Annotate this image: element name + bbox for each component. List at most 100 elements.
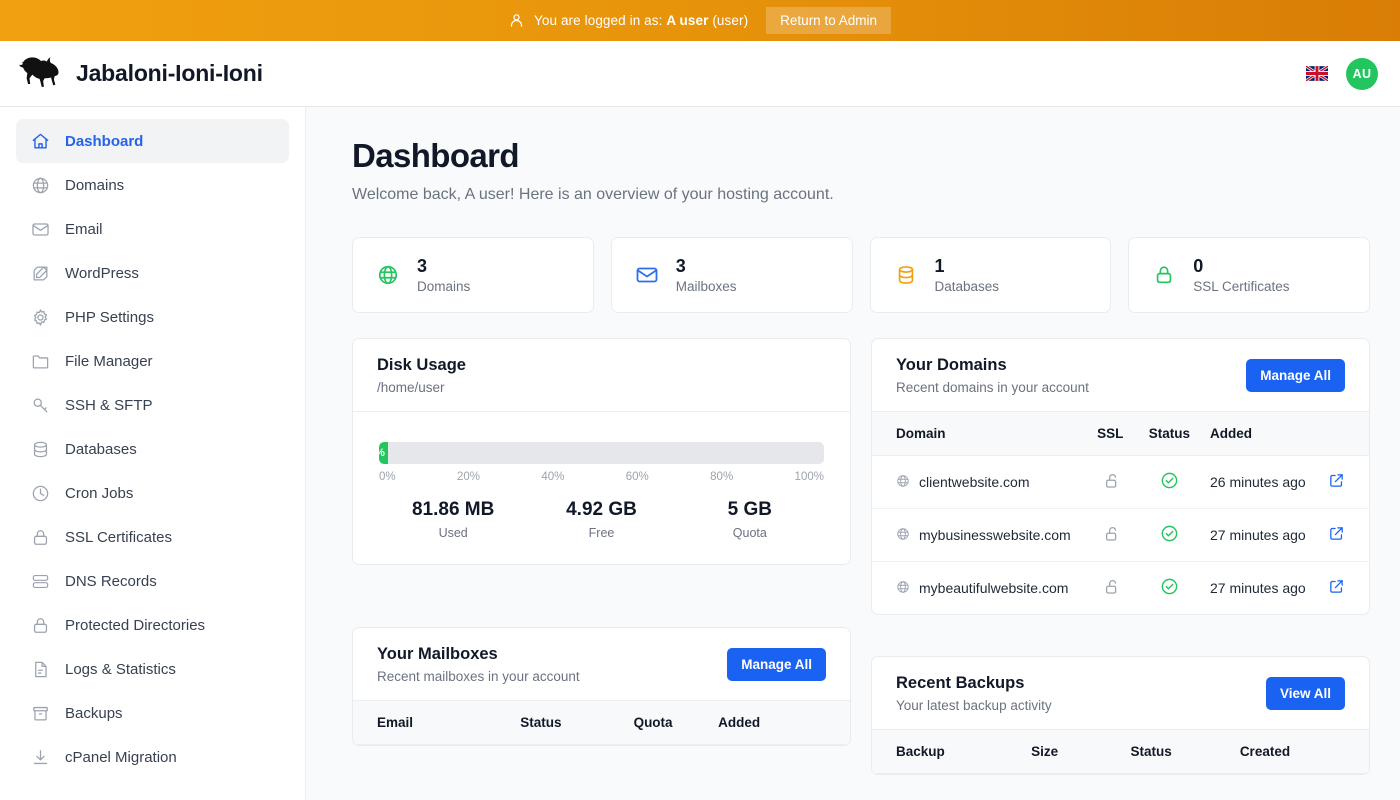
- uk-flag-icon[interactable]: [1305, 64, 1329, 83]
- column-header-ssl: SSL: [1087, 412, 1139, 456]
- database-icon: [893, 262, 919, 288]
- sidebar-item-label: SSH & SFTP: [65, 396, 153, 414]
- sidebar-item-ssh-sftp[interactable]: SSH & SFTP: [16, 383, 289, 427]
- sidebar-item-databases[interactable]: Databases: [16, 427, 289, 471]
- gear-icon: [30, 307, 51, 328]
- external-link-icon[interactable]: [1328, 578, 1345, 595]
- disk-usage-percent-label: 2%: [379, 447, 385, 459]
- column-header-actions: [1317, 412, 1369, 456]
- stat-value: 3: [417, 255, 428, 276]
- added-cell: 26 minutes ago: [1199, 455, 1318, 509]
- globe-icon: [896, 527, 910, 544]
- status-cell: [1138, 455, 1200, 509]
- domains-manage-all-button[interactable]: Manage All: [1246, 359, 1345, 392]
- sidebar-item-label: DNS Records: [65, 572, 157, 590]
- tick-label: 40%: [541, 471, 565, 483]
- main-content: Dashboard Welcome back, A user! Here is …: [306, 107, 1400, 800]
- figure-value: 4.92 GB: [566, 499, 637, 520]
- lock-icon: [1151, 262, 1177, 288]
- domains-table-body: clientwebsite.com: [872, 455, 1369, 615]
- download-arrow-icon: [30, 747, 51, 768]
- brand[interactable]: Jabaloni-Ioni-Ioni: [18, 54, 263, 93]
- disk-usage-progress-fill: 2%: [379, 442, 388, 464]
- sidebar-item-label: SSL Certificates: [65, 528, 172, 546]
- check-circle-icon: [1160, 578, 1179, 599]
- site-header: Jabaloni-Ioni-Ioni AU: [0, 41, 1400, 107]
- column-header-status: Status: [1138, 412, 1200, 456]
- user-icon: [509, 13, 524, 28]
- stat-card-domains[interactable]: 3 Domains: [352, 237, 594, 313]
- folder-icon: [30, 351, 51, 372]
- figure-value: 81.86 MB: [411, 499, 495, 520]
- sidebar-item-domains[interactable]: Domains: [16, 163, 289, 207]
- unlock-icon: [1104, 473, 1122, 493]
- sidebar-item-label: Email: [65, 220, 103, 238]
- added-cell: 27 minutes ago: [1209, 580, 1306, 596]
- column-header-quota: Quota: [598, 701, 709, 745]
- backups-view-all-button[interactable]: View All: [1265, 677, 1345, 710]
- sidebar-item-cron-jobs[interactable]: Cron Jobs: [16, 471, 289, 515]
- sidebar-item-logs-statistics[interactable]: Logs & Statistics: [16, 647, 289, 691]
- sidebar-item-wordpress[interactable]: WordPress: [16, 251, 289, 295]
- unlock-icon: [1104, 579, 1122, 599]
- header-actions: AU: [1305, 57, 1378, 90]
- sidebar-item-dashboard[interactable]: Dashboard: [16, 119, 289, 163]
- table-row[interactable]: mybeautifulwebsite.com: [872, 562, 1369, 615]
- external-link-icon[interactable]: [1328, 525, 1345, 542]
- stat-card-mailboxes[interactable]: 3 Mailboxes: [610, 237, 853, 313]
- status-cell: [1139, 562, 1200, 615]
- panel-subtitle: Recent mailboxes in your account: [377, 669, 580, 684]
- sidebar-item-protected-directories[interactable]: Protected Directories: [16, 603, 289, 647]
- table-header-row: Backup Size Status Created: [872, 730, 1369, 774]
- sidebar-item-dns-records[interactable]: DNS Records: [16, 559, 289, 603]
- domains-panel: Your Domains Recent domains in your acco…: [871, 338, 1370, 615]
- stat-label: Databases: [934, 279, 1000, 295]
- added-cell: 27 minutes ago: [1199, 508, 1318, 562]
- stat-card-ssl-certificates[interactable]: 0 SSL Certificates: [1128, 237, 1370, 313]
- document-text-icon: [30, 659, 51, 680]
- avatar[interactable]: AU: [1346, 57, 1378, 90]
- sidebar-item-label: File Manager: [65, 352, 153, 370]
- stat-label: SSL Certificates: [1193, 279, 1290, 295]
- mailboxes-manage-all-button[interactable]: Manage All: [727, 648, 826, 681]
- disk-usage-progress-bar: 2%: [379, 442, 824, 464]
- sidebar-item-email[interactable]: Email: [16, 207, 289, 251]
- page-title: Dashboard: [352, 137, 520, 174]
- backups-table: Backup Size Status Created: [872, 730, 1369, 774]
- stat-value: 1: [934, 255, 945, 276]
- sidebar-item-php-settings[interactable]: PHP Settings: [16, 295, 289, 339]
- stat-card-databases[interactable]: 1 Databases: [869, 237, 1112, 313]
- external-link-icon[interactable]: [1328, 472, 1345, 489]
- sidebar-item-file-manager[interactable]: File Manager: [16, 339, 289, 383]
- column-header-backup: Backup: [872, 730, 1022, 774]
- brand-title: Jabaloni-Ioni-Ioni: [76, 60, 263, 86]
- stat-label: Domains: [417, 279, 471, 295]
- mailboxes-header: Your Mailboxes Recent mailboxes in your …: [353, 628, 850, 701]
- sidebar-item-ssl-certificates[interactable]: SSL Certificates: [16, 515, 289, 559]
- stat-label: Mailboxes: [675, 279, 737, 295]
- impersonation-prefix: You are logged in as:: [534, 13, 663, 28]
- sidebar-item-label: Databases: [65, 440, 137, 458]
- disk-usage-panel: Disk Usage /home/user 2% 0% 20%: [352, 338, 851, 565]
- envelope-icon: [634, 262, 660, 288]
- impersonation-banner: You are logged in as: A user (user) Retu…: [0, 0, 1400, 41]
- panel-title: Disk Usage: [377, 356, 466, 374]
- table-row[interactable]: clientwebsite.com: [872, 455, 1369, 509]
- domain-name: clientwebsite.com: [919, 474, 1030, 490]
- domains-table: Domain SSL Status Added: [872, 412, 1369, 614]
- sidebar-item-label: Domains: [65, 176, 125, 194]
- disk-usage-path: /home/user: [377, 380, 445, 395]
- panel-title: Your Mailboxes: [377, 645, 498, 663]
- impersonation-user-role: (user): [712, 13, 749, 28]
- domain-name: mybeautifulwebsite.com: [919, 580, 1069, 596]
- sidebar-item-label: Protected Directories: [65, 616, 206, 634]
- return-to-admin-button[interactable]: Return to Admin: [766, 6, 891, 35]
- impersonation-user-name: A user: [666, 13, 709, 28]
- column-header-size: Size: [1021, 730, 1121, 774]
- table-row[interactable]: mybusinesswebsite.com: [872, 508, 1369, 562]
- database-icon: [30, 439, 51, 460]
- sidebar-item-backups[interactable]: Backups: [16, 691, 289, 735]
- sidebar-item-cpanel-migration[interactable]: cPanel Migration: [16, 735, 289, 779]
- stats-row: 3 Domains 3 Mailboxes 1 Da: [352, 237, 1370, 313]
- globe-icon: [896, 580, 910, 597]
